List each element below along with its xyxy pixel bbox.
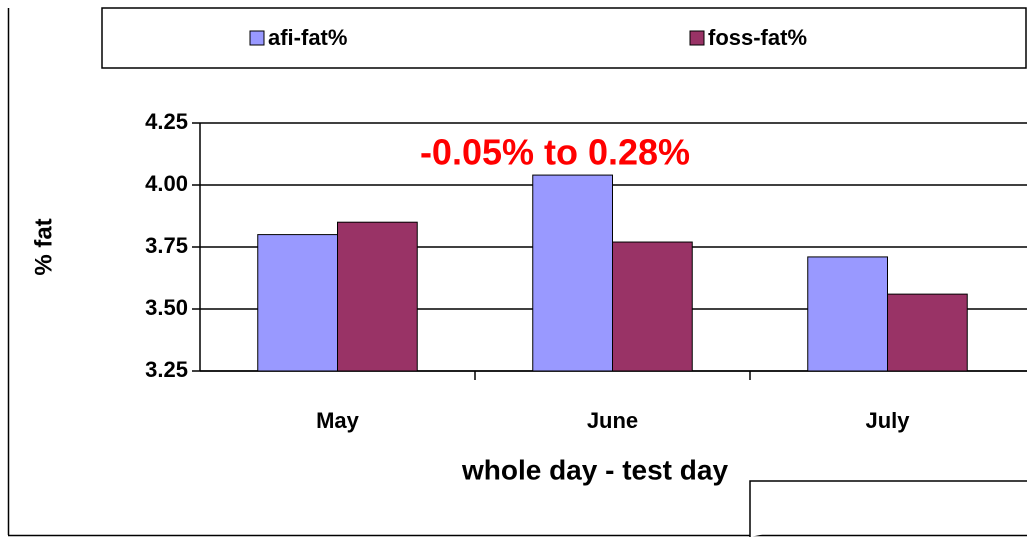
x-tick-label: May [316,408,360,433]
x-tick-label: July [865,408,910,433]
x-axis-label: whole day - test day [461,454,728,485]
y-tick-label: 3.25 [145,357,188,382]
legend-box [101,7,1027,69]
x-tick-label: June [587,408,638,433]
overlay-box [749,480,1027,537]
bar [612,241,693,372]
legend-swatch [249,30,265,46]
bar [887,293,968,372]
legend-label: foss-fat% [708,25,807,50]
bar [532,174,613,372]
y-tick-label: 3.50 [145,295,188,320]
y-tick-label: 4.00 [145,171,188,196]
y-axis-label: % fat [30,218,57,275]
plot: 3.25 3.50 3.75 4.00 4.25 May June July afi-fat% f… [145,25,1027,433]
bar [807,256,888,372]
legend-swatch [689,30,705,46]
legend-label: afi-fat% [268,25,347,50]
bar [337,221,418,372]
annotation: -0.05% to 0.28% [420,132,690,173]
y-tick-label: 4.25 [145,109,188,134]
bar [257,234,338,372]
y-tick-label: 3.75 [145,233,188,258]
